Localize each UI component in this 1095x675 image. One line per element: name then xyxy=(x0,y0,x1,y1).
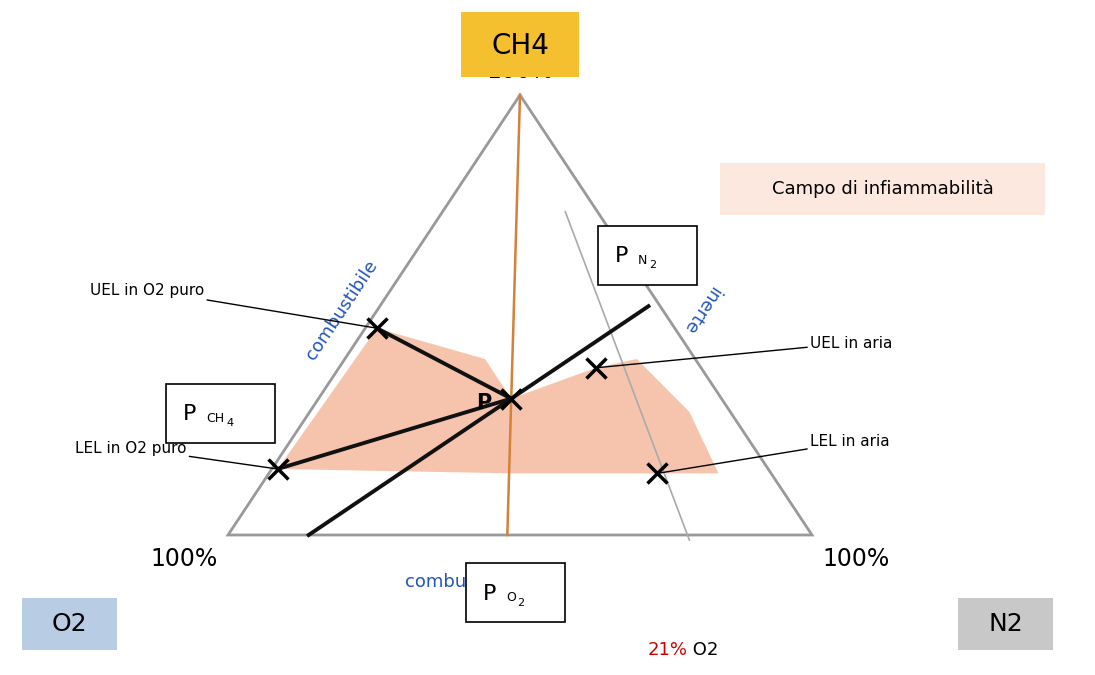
Text: P: P xyxy=(183,404,197,425)
Text: 21%: 21% xyxy=(647,641,688,659)
Text: 2: 2 xyxy=(517,597,525,608)
Text: CH: CH xyxy=(206,412,224,425)
Text: P: P xyxy=(483,583,497,603)
Polygon shape xyxy=(278,328,718,473)
FancyBboxPatch shape xyxy=(466,563,565,622)
FancyBboxPatch shape xyxy=(721,163,1045,215)
Text: Campo di infiammabilità: Campo di infiammabilità xyxy=(772,180,993,198)
Text: N: N xyxy=(638,254,647,267)
FancyBboxPatch shape xyxy=(22,598,117,650)
Text: 100%: 100% xyxy=(486,59,554,83)
Text: 2: 2 xyxy=(649,261,656,271)
Text: UEL in aria: UEL in aria xyxy=(596,335,892,368)
Text: CH4: CH4 xyxy=(491,32,549,61)
Text: UEL in O2 puro: UEL in O2 puro xyxy=(90,283,377,328)
FancyBboxPatch shape xyxy=(461,12,579,77)
Text: 4: 4 xyxy=(226,418,233,429)
Text: 100%: 100% xyxy=(151,547,218,571)
FancyBboxPatch shape xyxy=(166,384,275,443)
FancyBboxPatch shape xyxy=(598,226,698,285)
Text: LEL in aria: LEL in aria xyxy=(657,435,889,473)
Text: LEL in O2 puro: LEL in O2 puro xyxy=(74,441,278,469)
FancyBboxPatch shape xyxy=(958,598,1053,650)
Text: combustibile: combustibile xyxy=(302,257,381,363)
Text: P: P xyxy=(615,246,629,267)
Text: P: P xyxy=(476,393,492,412)
Text: N2: N2 xyxy=(988,612,1023,636)
Text: 100%: 100% xyxy=(822,547,889,571)
Text: O2: O2 xyxy=(688,641,718,659)
Text: O: O xyxy=(506,591,516,604)
Text: O2: O2 xyxy=(51,612,88,636)
Text: comburente: comburente xyxy=(405,573,515,591)
Text: inerte: inerte xyxy=(679,283,723,337)
